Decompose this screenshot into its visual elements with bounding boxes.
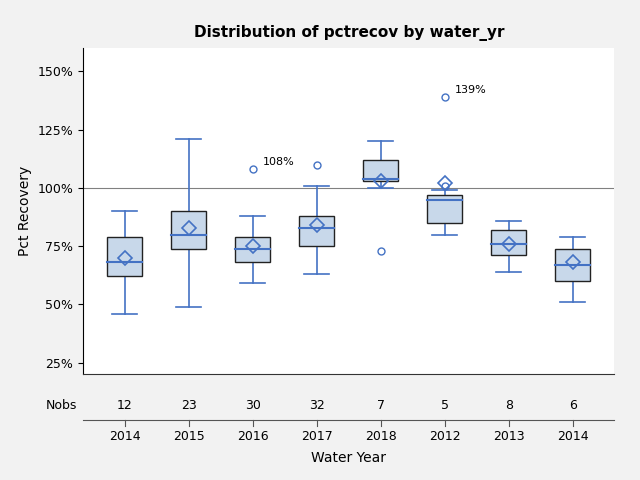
Bar [236,237,270,263]
Text: 2016: 2016 [237,430,269,444]
Text: 30: 30 [245,399,260,412]
Text: Nobs: Nobs [45,399,77,412]
Text: 5: 5 [441,399,449,412]
Text: 2017: 2017 [301,430,333,444]
Text: 2013: 2013 [493,430,525,444]
Text: 32: 32 [309,399,324,412]
Title: Distribution of pctrecov by water_yr: Distribution of pctrecov by water_yr [193,25,504,41]
Text: 2018: 2018 [365,430,397,444]
Text: 2014: 2014 [557,430,589,444]
Text: 2012: 2012 [429,430,461,444]
Bar [108,237,142,276]
Bar [299,216,334,246]
Bar [555,249,590,281]
Text: 2015: 2015 [173,430,205,444]
Text: 8: 8 [505,399,513,412]
Bar [363,160,398,181]
Text: 12: 12 [117,399,132,412]
Text: 23: 23 [181,399,196,412]
Bar [491,230,526,255]
Text: 2014: 2014 [109,430,141,444]
Text: Water Year: Water Year [311,451,387,466]
Y-axis label: Pct Recovery: Pct Recovery [18,166,32,256]
Bar [428,195,462,223]
Text: 139%: 139% [454,84,486,95]
Text: 108%: 108% [262,157,294,167]
Text: 7: 7 [377,399,385,412]
Text: 6: 6 [569,399,577,412]
Bar [172,211,206,249]
